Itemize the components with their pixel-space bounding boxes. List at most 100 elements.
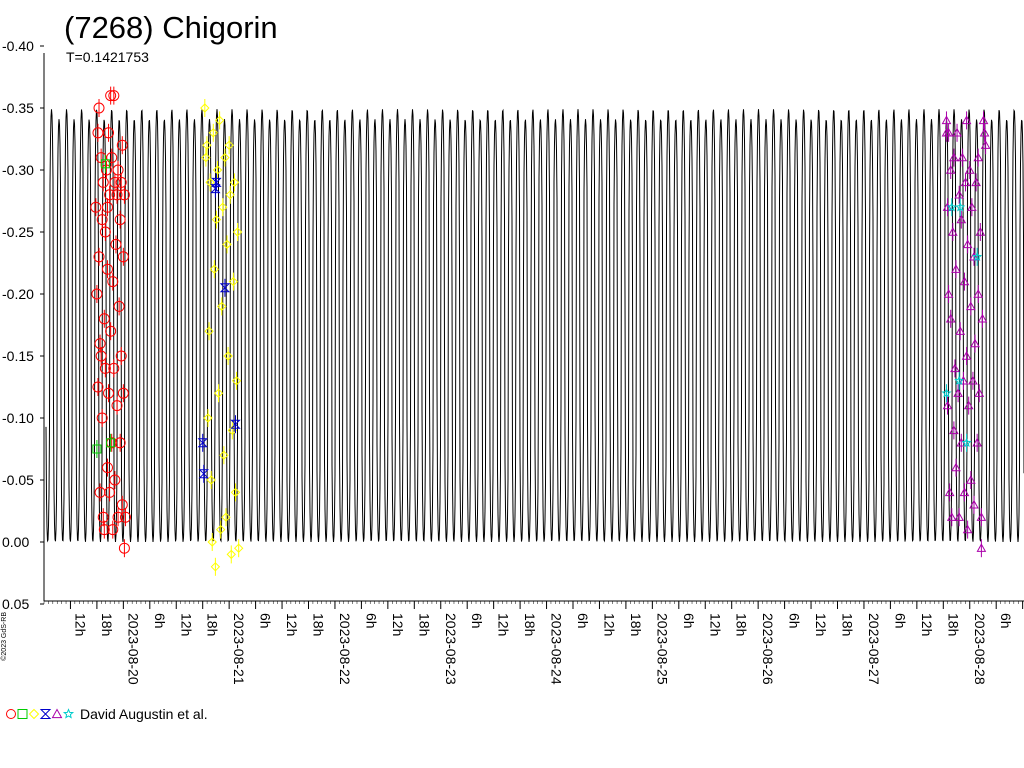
x-tick-label: 12h — [601, 613, 617, 636]
data-point — [118, 542, 130, 554]
x-tick-label: 6h — [152, 613, 168, 629]
data-point — [91, 288, 103, 300]
data-point — [213, 388, 224, 398]
x-tick-label: 6h — [575, 613, 591, 629]
data-point — [954, 512, 965, 521]
data-point — [943, 288, 954, 298]
data-point — [961, 350, 972, 360]
data-point — [950, 363, 960, 373]
x-tick-label: 12h — [284, 613, 300, 636]
data-point — [101, 462, 113, 474]
data-point — [968, 375, 978, 385]
legend: David Augustin et al. — [4, 704, 208, 724]
circle-icon — [6, 709, 16, 719]
data-point — [114, 214, 126, 226]
square-icon — [17, 709, 28, 719]
data-point — [941, 115, 952, 125]
data-point — [952, 127, 962, 137]
x-tick-label: 18h — [99, 613, 115, 636]
data-point — [961, 115, 972, 125]
data-point — [202, 140, 212, 150]
data-point — [946, 512, 957, 521]
data-point — [98, 313, 110, 325]
data-point — [941, 127, 952, 137]
y-tick-label: -0.15 — [2, 348, 34, 364]
data-point — [109, 176, 121, 188]
x-tick-label: 18h — [628, 613, 644, 636]
x-tick-label: 18h — [840, 613, 856, 636]
data-point — [973, 288, 984, 298]
data-point — [204, 326, 214, 336]
x-tick-label: 6h — [258, 613, 274, 629]
data-point — [229, 177, 240, 188]
x-tick-label: 12h — [178, 613, 194, 636]
data-point — [96, 412, 108, 424]
data-point — [100, 159, 110, 169]
data-point — [107, 276, 119, 288]
data-point — [969, 251, 979, 261]
data-point — [963, 400, 974, 410]
data-point — [201, 152, 211, 163]
data-point — [116, 139, 128, 151]
data-point — [947, 226, 958, 236]
data-point — [118, 189, 130, 201]
x-tick-label: 2023-08-26 — [760, 613, 776, 685]
data-point — [98, 524, 110, 536]
data-point — [214, 115, 225, 126]
x-tick-label: 2023-08-21 — [231, 613, 247, 685]
x-tick-label: 12h — [72, 613, 88, 636]
data-point — [92, 127, 104, 139]
data-point — [99, 362, 111, 374]
circle-series — [90, 86, 131, 558]
data-point — [112, 164, 124, 176]
data-point — [961, 437, 972, 448]
data-point — [976, 512, 987, 521]
data-point — [951, 264, 961, 273]
data-point — [116, 499, 128, 511]
data-point — [977, 313, 988, 323]
data-point — [198, 469, 209, 479]
hourglass-series — [197, 173, 241, 483]
data-point — [969, 499, 979, 509]
data-point — [208, 128, 218, 138]
x-tick-label: 12h — [390, 613, 406, 636]
data-point — [93, 102, 105, 114]
x-tick-label: 18h — [522, 613, 538, 636]
star-series — [941, 198, 983, 452]
data-point — [104, 189, 116, 201]
y-tick-label: -0.25 — [2, 224, 34, 240]
data-point — [206, 475, 216, 485]
data-point — [219, 450, 229, 460]
data-point — [113, 300, 125, 312]
data-point — [94, 338, 106, 350]
x-tick-label: 18h — [311, 613, 327, 636]
data-point — [233, 543, 244, 553]
x-tick-label: 6h — [681, 613, 697, 629]
legend-text: David Augustin et al. — [80, 706, 208, 722]
x-tick-label: 2023-08-23 — [443, 613, 459, 685]
data-point — [970, 338, 980, 348]
data-point — [962, 239, 973, 249]
data-point — [976, 543, 987, 552]
data-point — [949, 152, 959, 162]
data-point — [117, 387, 129, 399]
data-point — [941, 387, 952, 398]
data-point — [211, 177, 222, 187]
data-point — [103, 127, 115, 139]
x-tick-label: 12h — [496, 613, 512, 636]
x-tick-label: 6h — [998, 613, 1014, 629]
x-tick-label: 12h — [813, 613, 829, 636]
y-tick-label: -0.30 — [2, 162, 34, 178]
data-point — [972, 251, 983, 262]
x-tick-label: 18h — [416, 613, 432, 636]
data-point — [965, 474, 976, 484]
data-point — [210, 562, 221, 572]
data-point — [960, 177, 971, 187]
data-point — [112, 511, 124, 523]
data-point — [110, 238, 122, 250]
y-tick-label: -0.20 — [2, 286, 34, 302]
data-point — [221, 512, 231, 522]
star-icon — [62, 708, 75, 719]
triangle-icon — [51, 708, 63, 719]
period-label: T=0.1421753 — [66, 49, 149, 65]
